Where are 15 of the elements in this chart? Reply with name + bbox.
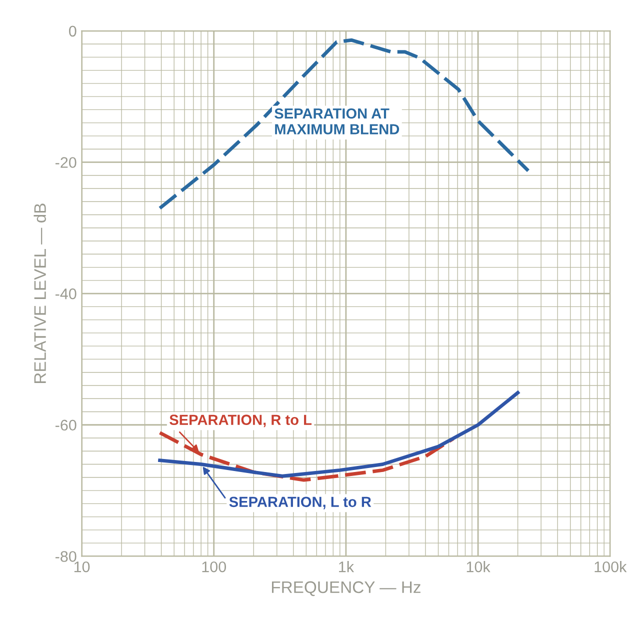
x-tick-label: 100k [594, 561, 627, 572]
y-tick-label: 0 [69, 26, 76, 37]
x-tick-label: 1k [339, 561, 354, 572]
x-tick-label: 100 [202, 561, 226, 572]
y-tick-label: -20 [56, 157, 76, 168]
series-label: SEPARATION, L to R [229, 496, 372, 510]
series-label: SEPARATION AT MAXIMUM BLEND [274, 108, 400, 134]
y-tick-label: -40 [56, 288, 76, 300]
y-axis-title: RELATIVE LEVEL — dB [34, 204, 46, 383]
x-axis-title: FREQUENCY — Hz [272, 581, 420, 596]
y-tick-label: -60 [56, 420, 76, 431]
x-tick-label: 10 [74, 561, 90, 572]
series-label: SEPARATION, R to L [170, 414, 312, 428]
x-tick-label: 10k [466, 561, 490, 572]
y-tick-label: -80 [56, 551, 76, 562]
